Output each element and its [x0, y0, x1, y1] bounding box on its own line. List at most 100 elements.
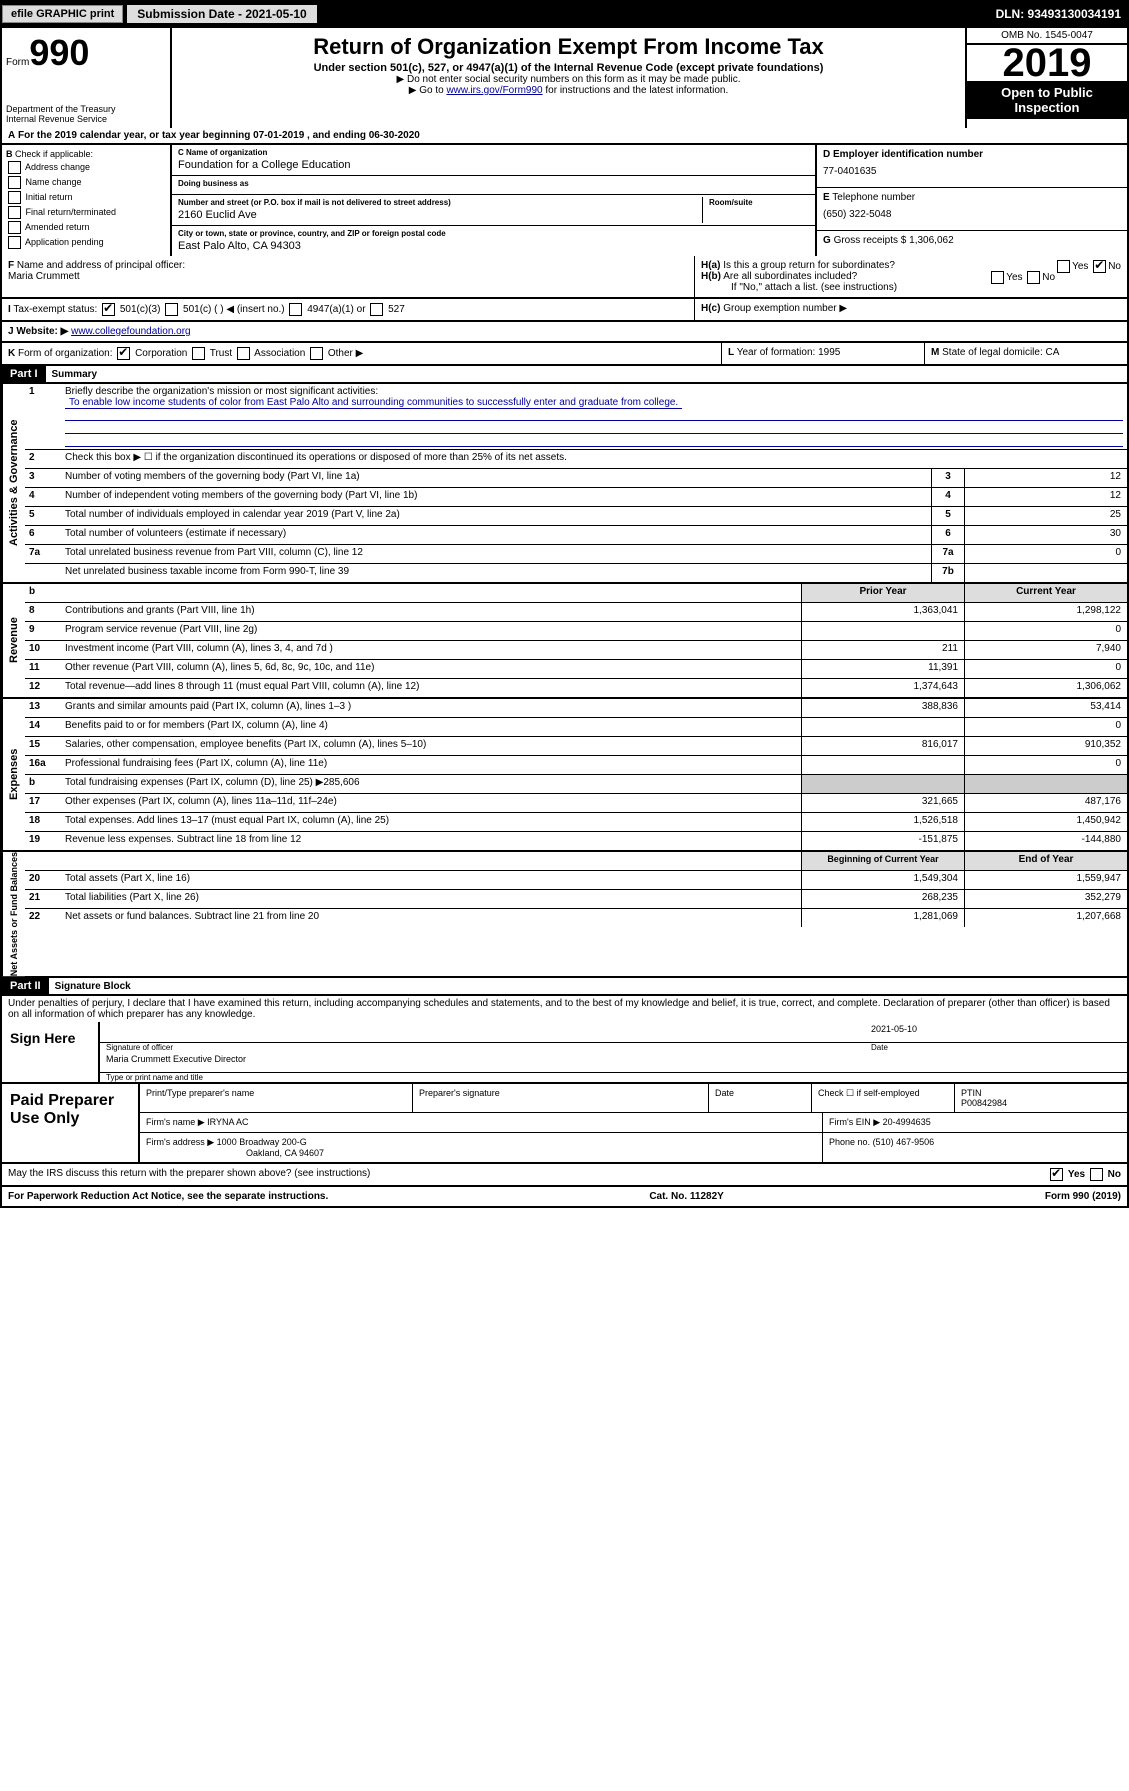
footer-form: Form 990 (2019) [1045, 1191, 1121, 1202]
firm-name-field: Firm's name ▶ IRYNA AC [140, 1113, 823, 1132]
cb-501c[interactable] [165, 303, 178, 316]
field-group-exemption: H(c) Group exemption number ▶ [694, 299, 1127, 320]
cb-initial-return[interactable]: Initial return [6, 191, 166, 204]
cb-corporation[interactable] [117, 347, 130, 360]
open-inspection-badge: Open to Public Inspection [967, 81, 1127, 119]
part1-label: Part I [2, 366, 46, 382]
field-state-domicile: M State of legal domicile: CA [924, 343, 1127, 364]
q5: Total number of individuals employed in … [61, 507, 931, 525]
part1-title: Summary [46, 367, 104, 382]
ssn-note: ▶ Do not enter social security numbers o… [176, 74, 961, 85]
net20: Total assets (Part X, line 16) [61, 871, 801, 889]
side-revenue: Revenue [2, 584, 25, 697]
submission-date: Submission Date - 2021-05-10 [127, 5, 316, 23]
instructions-link[interactable]: www.irs.gov/Form990 [446, 85, 542, 96]
part2-label: Part II [2, 978, 49, 994]
efile-print-button[interactable]: efile GRAPHIC print [2, 5, 123, 23]
ptin-field: PTINP00842984 [955, 1084, 1127, 1112]
cb-4947[interactable] [289, 303, 302, 316]
exp14: Benefits paid to or for members (Part IX… [61, 718, 801, 736]
cb-501c3[interactable] [102, 303, 115, 316]
net22: Net assets or fund balances. Subtract li… [61, 909, 801, 927]
cb-association[interactable] [237, 347, 250, 360]
col-current-year: Current Year [964, 584, 1127, 602]
cb-other[interactable] [310, 347, 323, 360]
footer-paperwork: For Paperwork Reduction Act Notice, see … [8, 1191, 328, 1202]
rev12: Total revenue—add lines 8 through 11 (mu… [61, 679, 801, 697]
website-link[interactable]: www.collegefoundation.org [71, 326, 191, 337]
q6: Total number of volunteers (estimate if … [61, 526, 931, 544]
field-website: J Website: ▶ www.collegefoundation.org [0, 322, 1129, 343]
form-subtitle: Under section 501(c), 527, or 4947(a)(1)… [176, 62, 961, 74]
exp17: Other expenses (Part IX, column (A), lin… [61, 794, 801, 812]
side-net-assets: Net Assets or Fund Balances [2, 852, 25, 976]
rev11: Other revenue (Part VIII, column (A), li… [61, 660, 801, 678]
officer-name: Maria Crummett Executive Director [100, 1052, 1127, 1073]
part2-title: Signature Block [49, 979, 137, 994]
tax-year: 2019 [967, 45, 1127, 81]
field-form-of-org: K Form of organization: Corporation Trus… [2, 343, 721, 364]
q1-mission: Briefly describe the organization's miss… [61, 384, 1127, 449]
goto-note: ▶ Go to www.irs.gov/Form990 for instruct… [176, 85, 961, 96]
dept-label: Department of the TreasuryInternal Reven… [6, 104, 166, 124]
exp18: Total expenses. Add lines 13–17 (must eq… [61, 813, 801, 831]
irs-discuss-row: May the IRS discuss this return with the… [0, 1164, 1129, 1187]
q7a: Total unrelated business revenue from Pa… [61, 545, 931, 563]
col-end-year: End of Year [964, 852, 1127, 870]
field-city: City or town, state or province, country… [172, 226, 815, 256]
q2-discontinued: Check this box ▶ ☐ if the organization d… [61, 450, 1127, 468]
preparer-date-label: Date [709, 1084, 812, 1112]
perjury-declaration: Under penalties of perjury, I declare th… [0, 996, 1129, 1022]
field-telephone: E Telephone number(650) 322-5048 [817, 188, 1127, 231]
field-gross-receipts: G Gross receipts $ 1,306,062 [817, 231, 1127, 250]
rev8: Contributions and grants (Part VIII, lin… [61, 603, 801, 621]
cb-address-change[interactable]: Address change [6, 161, 166, 174]
net21: Total liabilities (Part X, line 26) [61, 890, 801, 908]
dln-label: DLN: 93493130034191 [996, 7, 1127, 21]
footer-catno: Cat. No. 11282Y [649, 1191, 723, 1202]
cb-name-change[interactable]: Name change [6, 176, 166, 189]
firm-phone-field: Phone no. (510) 467-9506 [823, 1133, 1127, 1162]
exp13: Grants and similar amounts paid (Part IX… [61, 699, 801, 717]
exp16a: Professional fundraising fees (Part IX, … [61, 756, 801, 774]
paid-preparer-label: Paid Preparer Use Only [2, 1084, 140, 1162]
cb-527[interactable] [370, 303, 383, 316]
field-org-name: C Name of organizationFoundation for a C… [172, 145, 815, 176]
officer-signature[interactable] [100, 1022, 865, 1043]
preparer-signature-label: Preparer's signature [413, 1084, 709, 1112]
field-year-formation: L Year of formation: 1995 [721, 343, 924, 364]
cb-trust[interactable] [192, 347, 205, 360]
field-dba: Doing business as [172, 176, 815, 195]
discuss-no[interactable] [1090, 1168, 1103, 1181]
preparer-name-label: Print/Type preparer's name [140, 1084, 413, 1112]
cb-final-return[interactable]: Final return/terminated [6, 206, 166, 219]
form-number: 990 [29, 32, 89, 73]
field-street: Number and street (or P.O. box if mail i… [178, 197, 702, 223]
side-activities-governance: Activities & Governance [2, 384, 25, 582]
col-begin-year: Beginning of Current Year [801, 852, 964, 870]
row-a-tax-year: A For the 2019 calendar year, or tax yea… [0, 128, 1129, 145]
form-header: Form990 Department of the TreasuryIntern… [0, 28, 1129, 128]
top-bar: efile GRAPHIC print Submission Date - 20… [0, 0, 1129, 28]
form-title: Return of Organization Exempt From Incom… [176, 34, 961, 60]
cb-application-pending[interactable]: Application pending [6, 236, 166, 249]
exp16b: Total fundraising expenses (Part IX, col… [61, 775, 801, 793]
form-label: Form [6, 57, 29, 68]
side-expenses: Expenses [2, 699, 25, 850]
q7b: Net unrelated business taxable income fr… [61, 564, 931, 582]
firm-address-field: Firm's address ▶ 1000 Broadway 200-GOakl… [140, 1133, 823, 1162]
field-ein: D Employer identification number77-04016… [817, 145, 1127, 188]
discuss-yes[interactable] [1050, 1168, 1063, 1181]
field-room: Room/suite [702, 197, 809, 223]
field-principal-officer: F Name and address of principal officer:… [2, 256, 694, 297]
q3: Number of voting members of the governin… [61, 469, 931, 487]
col-prior-year: Prior Year [801, 584, 964, 602]
sign-date: 2021-05-10 [865, 1022, 1127, 1043]
exp15: Salaries, other compensation, employee b… [61, 737, 801, 755]
firm-ein-field: Firm's EIN ▶ 20-4994635 [823, 1113, 1127, 1132]
cb-amended-return[interactable]: Amended return [6, 221, 166, 234]
field-tax-exempt-status: I Tax-exempt status: 501(c)(3) 501(c) ( … [2, 299, 694, 320]
self-employed-check[interactable]: Check ☐ if self-employed [812, 1084, 955, 1112]
rev9: Program service revenue (Part VIII, line… [61, 622, 801, 640]
section-b-checkboxes: B Check if applicable: Address change Na… [2, 145, 172, 256]
